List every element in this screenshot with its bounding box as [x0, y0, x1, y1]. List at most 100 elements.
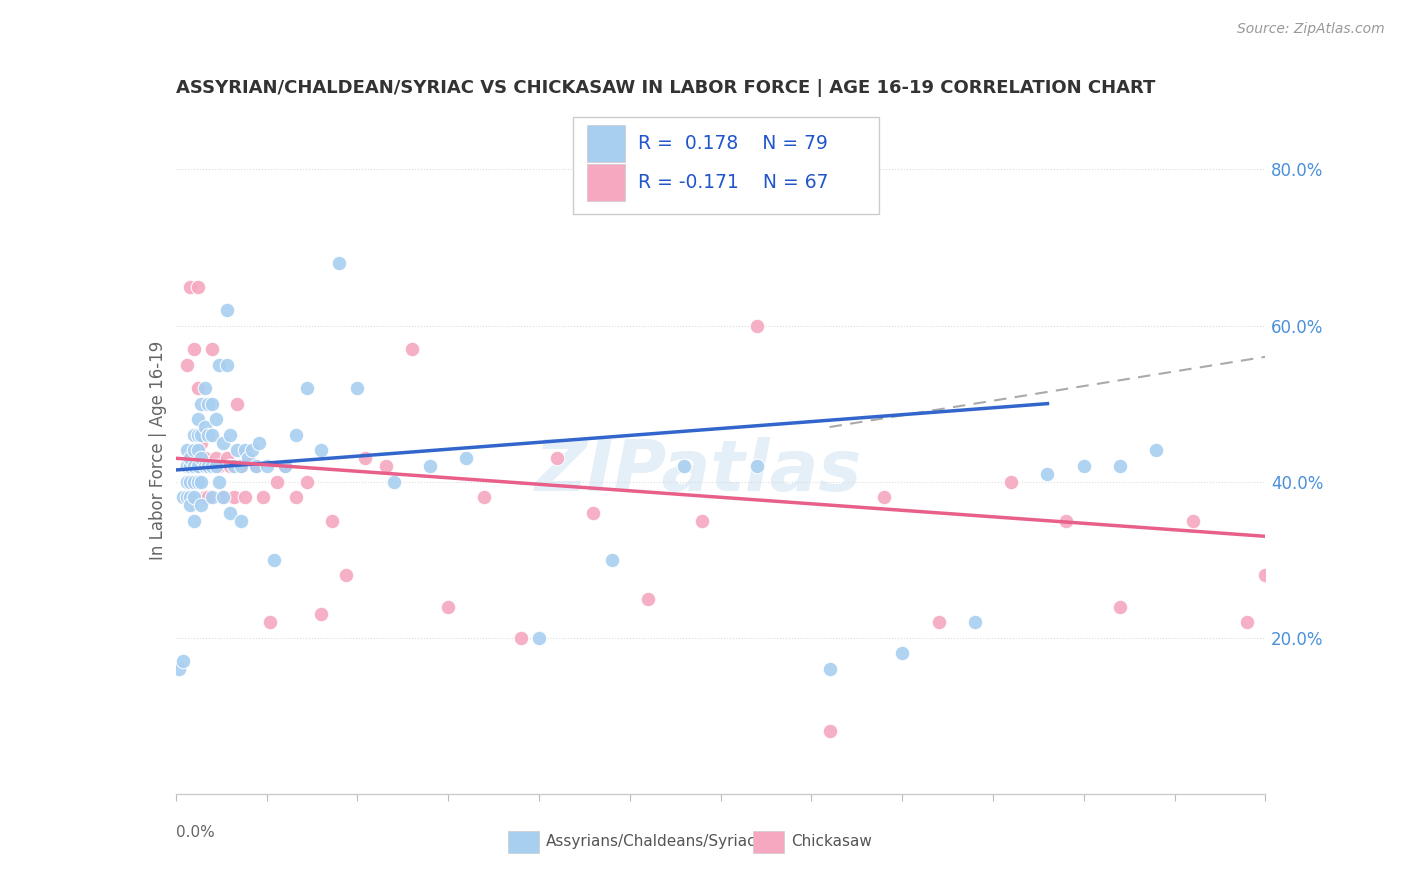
Point [245, 458, 267, 473]
Point [256, 458, 278, 473]
Point [1054, 514, 1077, 528]
Point [197, 490, 219, 504]
Point [873, 490, 896, 504]
Point [190, 427, 212, 442]
Point [172, 654, 194, 668]
Point [186, 279, 209, 293]
Point [190, 458, 212, 473]
Point [284, 427, 307, 442]
Point [176, 490, 198, 504]
Point [600, 552, 623, 567]
Point [201, 396, 224, 410]
Point [179, 490, 201, 504]
Point [1291, 685, 1313, 699]
Point [401, 342, 423, 356]
Point [186, 475, 209, 489]
Point [456, 451, 478, 466]
Point [179, 451, 201, 466]
Point [1073, 458, 1095, 473]
Point [215, 451, 238, 466]
Point [437, 599, 460, 614]
Point [233, 490, 256, 504]
Point [238, 451, 260, 466]
Point [194, 420, 217, 434]
Point [1109, 458, 1132, 473]
Point [219, 506, 242, 520]
FancyBboxPatch shape [508, 831, 538, 853]
Point [186, 412, 209, 426]
FancyBboxPatch shape [574, 118, 879, 213]
Point [179, 498, 201, 512]
Point [259, 615, 281, 630]
Point [194, 490, 217, 504]
Point [295, 475, 318, 489]
Point [1036, 467, 1059, 481]
Point [190, 396, 212, 410]
Point [179, 458, 201, 473]
Point [1399, 514, 1406, 528]
Point [1109, 599, 1132, 614]
Text: ASSYRIAN/CHALDEAN/SYRIAC VS CHICKASAW IN LABOR FORCE | AGE 16-19 CORRELATION CHA: ASSYRIAN/CHALDEAN/SYRIAC VS CHICKASAW IN… [176, 79, 1156, 97]
Point [183, 514, 205, 528]
Point [197, 458, 219, 473]
Point [186, 427, 209, 442]
Point [692, 514, 714, 528]
Point [190, 435, 212, 450]
Point [201, 490, 224, 504]
Y-axis label: In Labor Force | Age 16-19: In Labor Force | Age 16-19 [149, 341, 167, 560]
Text: Source: ZipAtlas.com: Source: ZipAtlas.com [1237, 22, 1385, 37]
Point [274, 458, 297, 473]
Text: 0.0%: 0.0% [176, 825, 215, 839]
Point [183, 475, 205, 489]
Text: Chickasaw: Chickasaw [792, 834, 872, 849]
Point [222, 458, 245, 473]
Point [1000, 475, 1022, 489]
Point [179, 451, 201, 466]
Point [346, 381, 368, 395]
Point [183, 342, 205, 356]
Point [1327, 552, 1350, 567]
Point [231, 458, 253, 473]
Point [637, 591, 659, 606]
Point [204, 458, 226, 473]
Point [194, 458, 217, 473]
Point [238, 451, 260, 466]
Point [197, 396, 219, 410]
Point [745, 458, 768, 473]
Point [212, 490, 235, 504]
Point [190, 475, 212, 489]
Point [335, 568, 357, 582]
Point [963, 615, 986, 630]
Point [328, 256, 350, 270]
Point [226, 443, 249, 458]
Point [1146, 443, 1168, 458]
Point [245, 458, 267, 473]
Text: R = -0.171    N = 67: R = -0.171 N = 67 [638, 173, 828, 192]
Point [179, 475, 201, 489]
Point [274, 458, 297, 473]
Point [1236, 615, 1258, 630]
Point [201, 458, 224, 473]
Point [353, 451, 375, 466]
Point [176, 358, 198, 372]
Point [284, 490, 307, 504]
Point [190, 451, 212, 466]
Point [212, 435, 235, 450]
Point [186, 458, 209, 473]
Point [375, 458, 398, 473]
Point [509, 631, 531, 645]
Point [215, 302, 238, 317]
Point [179, 279, 201, 293]
FancyBboxPatch shape [586, 164, 624, 202]
Point [1254, 568, 1277, 582]
Point [186, 381, 209, 395]
Text: ZIPatlas: ZIPatlas [536, 436, 862, 506]
Text: Assyrians/Chaldeans/Syriacs: Assyrians/Chaldeans/Syriacs [546, 834, 765, 849]
Point [208, 358, 231, 372]
FancyBboxPatch shape [754, 831, 783, 853]
Point [240, 443, 263, 458]
Point [176, 475, 198, 489]
Point [891, 646, 914, 660]
Point [1181, 514, 1204, 528]
Point [176, 443, 198, 458]
